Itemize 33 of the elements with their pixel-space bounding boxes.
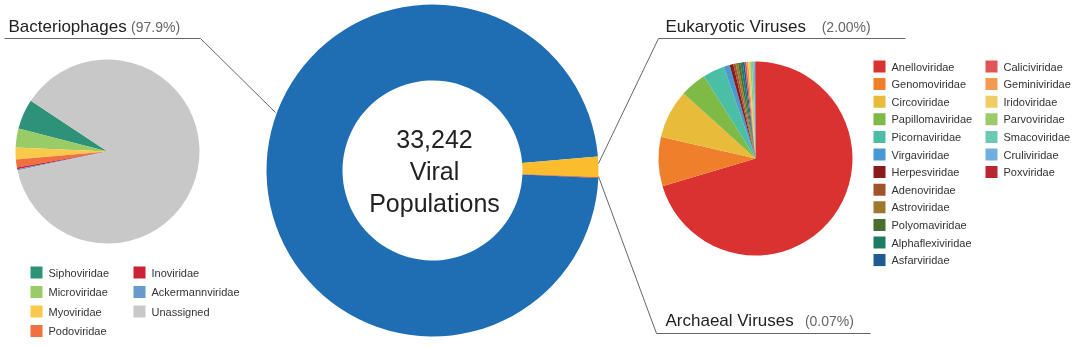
legend-label: Papillomaviridae	[891, 113, 973, 126]
legend-label: Picornaviridae	[891, 130, 962, 143]
legend-label: Microviridae	[48, 286, 108, 298]
legend-label: Geminiviridae	[1003, 78, 1071, 91]
legend-label: Virgaviridae	[891, 148, 950, 161]
data-label: (0.07%)	[804, 312, 854, 329]
slice-label: Archaeal Viruses	[665, 311, 794, 330]
data-label: (2.00%)	[821, 18, 871, 35]
legend-label: Alphaflexiviridae	[891, 236, 972, 249]
legend-label: Cruliviridae	[1003, 148, 1059, 161]
slice-label: Bacteriophages	[8, 17, 127, 36]
text: 33,242 Viral Populations	[369, 124, 500, 217]
legend-label: Smacoviridae	[1003, 130, 1071, 143]
legend-label: Adenoviridae	[891, 183, 956, 196]
slice-label: Eukaryotic Viruses	[665, 17, 806, 36]
legend-label: Myoviridae	[48, 305, 102, 318]
data-label: (97.9%)	[131, 18, 181, 35]
legend-label: Polyomaviridae	[891, 218, 967, 231]
legend-label: Poxviridae	[1003, 166, 1055, 179]
legend-label: Podoviridae	[48, 325, 107, 337]
legend-label: Astroviridae	[891, 201, 950, 214]
legend-label: Unassigned	[151, 305, 210, 318]
legend-label: Anelloviridae	[891, 60, 955, 73]
legend-label: Herpesviridae	[891, 166, 960, 179]
legend-label: Genomoviridae	[891, 78, 967, 91]
legend-label: Ackermannviridae	[151, 286, 240, 298]
legend-label: Parvoviridae	[1003, 113, 1065, 126]
legend-label: Siphoviridae	[48, 266, 110, 279]
legend-label: Iridoviridae	[1003, 95, 1058, 108]
legend-label: Circoviridae	[891, 95, 950, 108]
legend-label: Asfarviridae	[891, 254, 950, 267]
legend-label: Inoviridae	[151, 266, 200, 279]
legend-label: Caliciviridae	[1003, 60, 1063, 73]
